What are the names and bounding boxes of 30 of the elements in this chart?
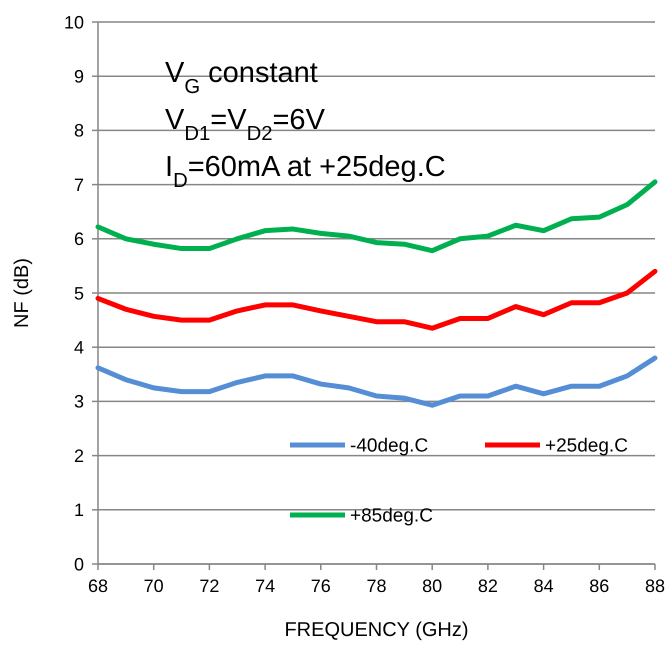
annotation: V$_{D1}$=V$_{D2}$=6V (165, 104, 326, 145)
x-axis-title: FREQUENCY (GHz) (284, 619, 469, 641)
annotation: V$_{G}$ constant (165, 57, 318, 98)
x-tick-label: 72 (199, 576, 220, 596)
y-tick-label: 4 (74, 338, 84, 358)
legend-label: -40deg.C (350, 436, 428, 457)
y-tick-label: 1 (74, 500, 84, 520)
x-tick-label: 70 (144, 576, 164, 596)
x-tick-label: 78 (366, 576, 387, 596)
legend-label: +25deg.C (545, 436, 628, 457)
y-tick-label: 2 (74, 446, 84, 466)
x-tick-label: 76 (310, 576, 331, 596)
y-tick-label: 5 (74, 283, 84, 304)
x-tick-label: 82 (478, 576, 498, 596)
y-tick-label: 7 (74, 174, 84, 195)
y-tick-label: 3 (74, 392, 84, 412)
y-axis-title: NF (dB) (11, 258, 33, 328)
x-tick-label: 68 (88, 576, 108, 596)
y-tick-label: 6 (74, 229, 84, 250)
annotation: I$_{D}$=60mA at +25deg.C (165, 151, 446, 192)
x-tick-label: 84 (534, 576, 554, 596)
y-tick-label: 8 (74, 120, 84, 141)
x-tick-label: 88 (644, 576, 666, 596)
x-tick-label: 86 (589, 576, 610, 596)
x-tick-label: 80 (422, 576, 442, 596)
y-tick-label: 9 (74, 66, 84, 86)
x-tick-label: 74 (255, 576, 276, 596)
y-tick-label: 10 (64, 12, 84, 32)
y-tick-label: 0 (74, 554, 84, 574)
legend-label: +85deg.C (350, 506, 433, 527)
